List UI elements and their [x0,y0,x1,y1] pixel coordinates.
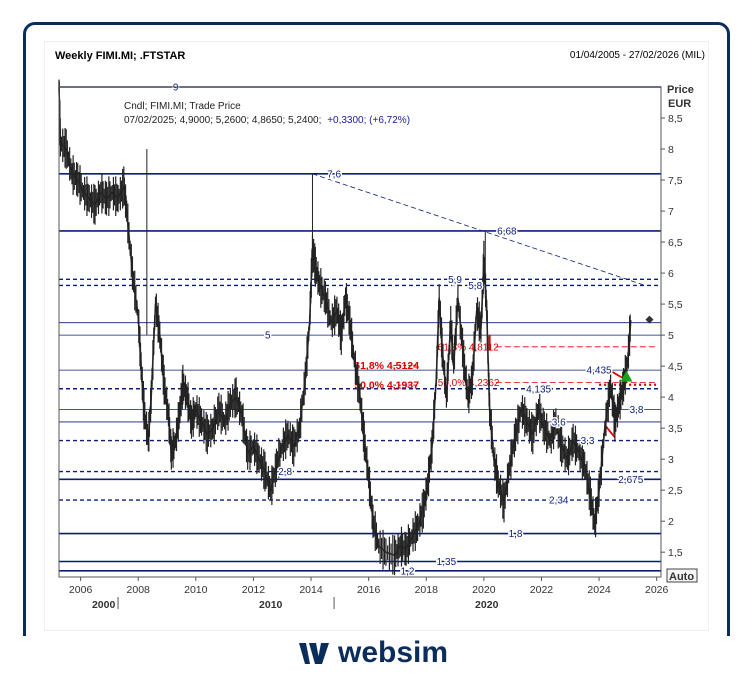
legend-change: +0,3300; (+6,72%) [327,115,410,126]
legend-ohlc: 07/02/2025; 4,9000; 5,2600; 4,8650; 5,24… [124,115,321,126]
level-lines [59,86,661,572]
green-arrow-icon [620,370,633,382]
level-label-6: 5 [265,331,271,342]
x-tick-label-1: 2008 [127,584,151,596]
currency-axis-label: EUR [668,98,691,110]
level-labels: 9 7,6 6,68 5,9 5,8 5 4,435 4,135 3,8 3,6 3,3 2,8 2,6… [171,81,645,579]
trendline [312,173,646,286]
price-series [58,79,654,576]
level-label-3: 5,9 [448,275,462,286]
auto-button-label[interactable]: Auto [669,571,694,583]
y-tick-label-2: 2,5 [668,485,683,497]
decade-label-2: 2020 [475,599,499,611]
level-label-11: 3,3 [581,436,595,447]
decade-label-1: 2010 [259,599,283,611]
y-tick-label-3: 3 [668,454,674,466]
level-label-10: 3,6 [552,417,566,428]
level-label-13: 2,675 [618,475,643,486]
legend-line-1: Cndl; FIMI.MI; Trade Price [124,101,241,112]
y-tick-label-10: 6,5 [668,237,683,249]
level-label-8: 4,135 [526,384,551,395]
x-tick-label-4: 2014 [299,584,323,596]
level-label-7: 4,435 [587,366,612,377]
auto-button-box[interactable] [666,568,698,583]
fib-label-2: 61,8% 4,8112 [438,342,499,353]
websim-logo-icon [299,643,329,664]
last-price-marker-icon [645,315,654,324]
level-label-2: 6,68 [497,226,517,237]
decade-label-0: 2000 [92,599,116,611]
y-tick-label-0: 1,5 [668,547,683,559]
x-tick-label-9: 2024 [587,584,611,596]
x-tick-label-5: 2016 [357,584,381,596]
x-tick-label-6: 2018 [415,584,439,596]
level-label-0: 9 [173,83,179,94]
level-label-14: 2,34 [549,496,569,507]
y-tick-label-5: 4 [668,392,674,404]
fib-label-1: 50,0% 4,1937 [354,380,419,392]
y-tick-label-1: 2 [668,516,674,528]
level-label-4: 5,8 [468,281,482,292]
auto-button[interactable]: Auto [666,568,698,583]
y-tick-label-12: 7,5 [668,175,683,187]
y-tick-label-8: 5,5 [668,299,683,311]
y-tick-label-6: 4,5 [668,361,683,373]
y-tick-label-13: 8 [668,144,674,156]
level-label-1: 7,6 [327,169,341,180]
level-label-15: 1,8 [509,529,523,540]
axes: 1,5 2 2,5 3 3,5 4 4,5 5 5,5 6 6,5 7 7,5 8 8,5 2006 2008 2… [58,86,683,611]
level-label-12: 2,8 [278,467,292,478]
x-tick-label-0: 2006 [69,584,93,596]
fib-label-0: 61,8% 4,5124 [354,360,419,372]
date-range: 01/04/2005 - 27/02/2026 (MIL) [569,50,705,61]
price-axis-label: Price [667,84,694,96]
brand-name: websim [338,636,449,669]
y-tick-label-4: 3,5 [668,423,683,435]
x-tick-label-7: 2020 [472,584,496,596]
x-tick-label-3: 2012 [242,584,266,596]
price-line [58,86,632,557]
x-tick-label-10: 2026 [645,584,669,596]
y-tick-label-7: 5 [668,330,674,342]
level-label-9: 3,8 [630,405,644,416]
plot-area-border [58,86,662,578]
red-segment-upper [607,368,625,380]
y-tick-label-9: 6 [668,268,674,280]
y-tick-label-11: 7 [668,206,674,218]
x-tick-label-8: 2022 [530,584,554,596]
y-tick-label-14: 8,5 [668,113,683,125]
level-label-17: 1,2 [401,566,415,577]
legend-line-2: 07/02/2025; 4,9000; 5,2600; 4,8650; 5,24… [124,115,410,126]
chart-title: Weekly FIMI.MI; .FTSTAR [55,50,186,62]
x-tick-label-2: 2010 [184,584,208,596]
level-label-16: 1,35 [437,557,457,568]
